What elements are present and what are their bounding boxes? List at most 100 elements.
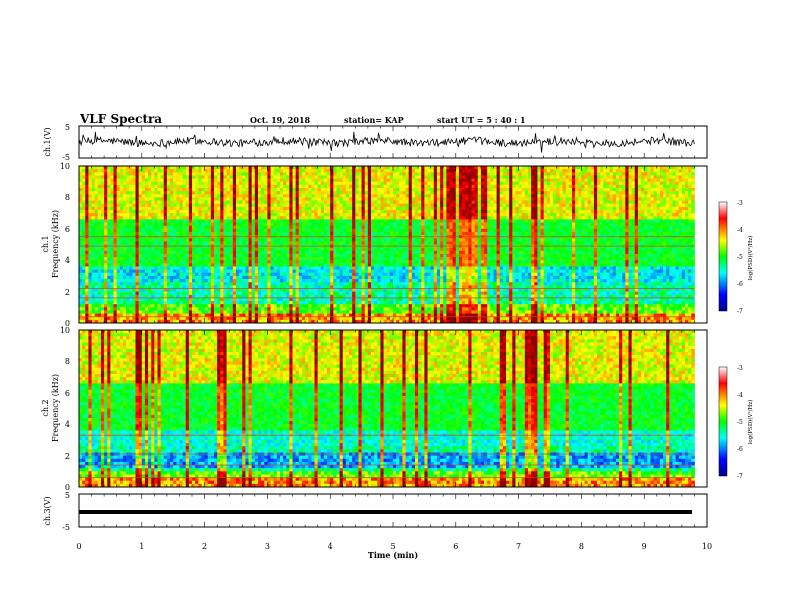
spectrogram-cell [170,241,174,245]
spectrogram-cell [239,288,243,292]
spectrogram-cell [327,203,331,208]
spectrogram-cell [160,228,165,233]
spectrogram-cell [110,319,114,324]
spectrogram-cell [132,250,136,255]
spectrogram-cell [104,247,108,252]
spectrogram-cell [220,172,224,176]
spectrogram-cell [192,228,196,233]
spectrogram-cell [248,260,253,264]
spectrogram-cell [198,222,202,227]
spectrogram-cell [220,307,224,311]
spectrogram-cell [298,169,303,173]
spectrogram-cell [267,231,271,236]
spectrogram-cell [79,304,83,308]
spectrogram-cell [113,197,118,201]
spectrogram-cell [257,194,262,198]
spectrogram-cell [339,269,344,274]
spectrogram-cell [107,178,111,183]
spectrogram-cell [226,253,231,258]
spectrogram-cell [91,178,96,183]
spectrogram-cell [371,184,375,189]
spectrogram-cell [254,275,259,280]
spectrogram-cell [298,272,303,277]
spectrogram-cell [195,260,199,264]
spectrogram-cell [113,228,118,233]
spectrogram-cell [361,272,366,277]
spectrogram-cell [91,313,96,318]
spectrogram-cell [97,297,102,302]
spectrogram-cell [214,209,218,214]
spectrogram-cell [273,216,278,220]
spectrogram-cell [226,206,231,211]
spectrogram-cell [110,206,114,211]
spectrogram-cell [361,209,366,214]
spectrogram-cell [188,307,193,311]
spectrogram-cell [198,187,202,192]
spectrogram-cell [355,250,359,255]
spectrogram-cell [122,194,127,198]
spectrogram-cell [292,319,297,324]
spectrogram-cell [220,285,224,289]
spectrogram-cell [119,291,124,296]
spectrogram-cell [232,304,237,308]
spectrogram-cell [232,178,237,183]
spectrogram-cell [122,191,127,195]
spectrogram-cell [236,175,240,179]
spectrogram-cell [279,200,284,205]
spectrogram-cell [342,172,347,176]
spectrogram-cell [148,231,152,236]
spectrogram-cell [173,316,177,321]
spectrogram-cell [107,219,111,223]
spectrogram-cell [192,257,196,261]
spectrogram-cell [129,184,133,189]
spectrogram-cell [144,231,149,236]
spectrogram-cell [349,175,353,179]
spectrogram-cell [154,178,158,183]
spectrogram-cell [264,191,268,195]
spectrogram-cell [358,288,362,292]
spectrogram-cell [148,175,152,179]
spectrogram-cell [116,184,121,189]
spectrogram-cell [383,184,388,189]
spectrogram-cell [367,209,372,214]
spectrogram-cell [116,206,121,211]
spectrogram-cell [179,175,184,179]
spectrogram-cell [188,187,193,192]
spectrogram-cell [245,250,249,255]
spectrogram-cell [355,319,359,324]
spectrogram-cell [214,294,218,299]
spectrogram-cell [107,222,111,227]
spectrogram-cell [182,219,187,223]
spectrogram-cell [185,200,190,205]
spectrogram-cell [91,172,96,176]
spectrogram-cell [264,279,268,283]
spectrogram-cell [148,301,152,305]
spectrogram-cell [100,316,105,321]
spectrogram-cell [286,250,290,255]
spectrogram-cell [135,238,140,242]
spectrogram-cell [163,310,168,314]
spectrogram-cell [210,266,215,271]
spectrogram-cell [320,288,325,292]
spectrogram-cell [248,184,253,189]
spectrogram-cell [173,231,177,236]
spectrogram-cell [126,297,130,302]
spectrogram-cell [232,288,237,292]
spectrogram-cell [148,203,152,208]
spectrogram-cell [352,216,356,220]
spectrogram-cell [151,187,155,192]
spectrogram-cell [129,253,133,258]
spectrogram-cell [229,260,234,264]
spectrogram-cell [119,206,124,211]
spectrogram-cell [355,247,359,252]
spectrogram-cell [204,301,209,305]
spectrogram-cell [320,310,325,314]
spectrogram-cell [355,266,359,271]
spectrogram-cell [336,253,341,258]
spectrogram-cell [374,219,378,223]
spectrogram-cell [126,279,130,283]
spectrogram-cell [314,301,319,305]
spectrogram-cell [113,263,118,267]
spectrogram-cell [214,279,218,283]
spectrogram-cell [301,172,306,176]
